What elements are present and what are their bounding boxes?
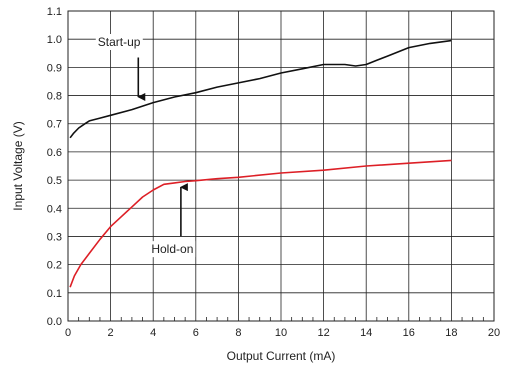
plot-area-border xyxy=(67,10,495,322)
x-tick-label: 8 xyxy=(235,327,241,339)
x-axis-title: Output Current (mA) xyxy=(227,349,336,363)
y-tick-label: 0.6 xyxy=(47,147,62,159)
y-tick-label: 0.0 xyxy=(47,316,62,328)
series-lines xyxy=(69,39,452,288)
annotation-label-bg xyxy=(149,241,196,258)
y-axis-title: Input Voltage (V) xyxy=(11,121,25,210)
x-minor-ticks xyxy=(78,317,484,321)
annotation-label-bg xyxy=(95,34,143,50)
y-tick-label: 0.1 xyxy=(47,288,62,300)
y-tick-label: 0.2 xyxy=(47,260,62,272)
x-axis-ticks: 0 2 4 6 8 10 12 14 16 18 20 xyxy=(65,327,500,339)
y-tick-label: 0.7 xyxy=(47,119,62,131)
annotations: Start-up Hold-on xyxy=(95,34,196,258)
x-tick-label: 12 xyxy=(317,327,329,339)
x-tick-label: 14 xyxy=(360,327,372,339)
series-line-hold-on xyxy=(69,159,452,288)
grid-lines xyxy=(68,11,494,321)
x-tick-label: 20 xyxy=(488,327,500,339)
y-tick-label: 0.3 xyxy=(47,231,62,243)
y-tick-label: 0.9 xyxy=(47,62,62,74)
y-tick-label: 1.0 xyxy=(47,34,62,46)
y-axis-ticks: 0.0 0.1 0.2 0.3 0.4 0.5 0.6 0.7 0.8 0.9 1.0 1.1 xyxy=(47,6,62,328)
annotation-label-hold-on: Hold-on xyxy=(151,242,193,256)
y-tick-label: 1.1 xyxy=(47,6,62,18)
x-tick-label: 4 xyxy=(150,327,156,339)
y-tick-label: 0.8 xyxy=(47,91,62,103)
y-tick-label: 0.5 xyxy=(47,175,62,187)
x-tick-label: 18 xyxy=(445,327,457,339)
y-tick-label: 0.4 xyxy=(47,203,62,215)
x-tick-label: 6 xyxy=(193,327,199,339)
x-tick-label: 2 xyxy=(108,327,114,339)
x-tick-label: 0 xyxy=(65,327,71,339)
series-line-start-up xyxy=(69,39,452,139)
x-tick-label: 10 xyxy=(275,327,287,339)
x-tick-label: 16 xyxy=(403,327,415,339)
annotation-label-start-up: Start-up xyxy=(98,35,141,49)
